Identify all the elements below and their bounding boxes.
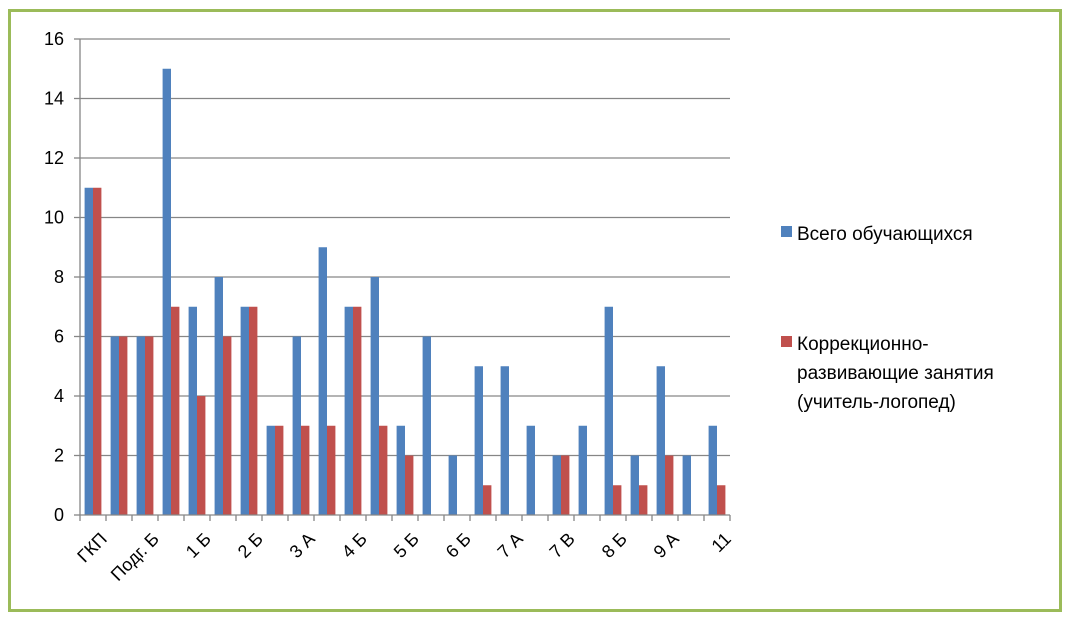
x-tick-label: 5 Б [390,529,423,562]
bar-total-13 [422,336,431,515]
y-tick-label: 12 [44,148,64,168]
bar-total-12 [396,425,405,515]
bar-correction-9 [327,425,336,515]
bar-correction-11 [379,425,388,515]
x-tick-label: ГКП [73,529,111,567]
bar-total-8 [292,336,301,515]
x-tick-label: 4 Б [338,529,371,562]
x-tick-label: 7 А [494,529,527,562]
y-tick-label: 4 [54,386,64,406]
y-axis-ticks: 0 2 4 6 8 10 12 14 16 [44,29,64,525]
bar-total-23 [682,455,691,515]
y-tick-label: 8 [54,267,64,287]
axes [74,38,731,521]
gridlines [80,38,730,457]
legend-swatch-0 [781,226,792,237]
bar-total-18 [552,455,561,515]
legend-label-1: (учитель-логопед) [797,392,956,413]
bar-total-1 [110,336,119,515]
bar-correction-21 [639,485,648,515]
x-tick-label: 11 [708,529,735,556]
x-tick-label: 1 Б [182,529,215,562]
y-tick-label: 14 [44,89,64,109]
y-tick-label: 0 [54,505,64,525]
bar-correction-24 [717,485,726,515]
legend-swatch-1 [781,336,792,347]
bar-total-9 [318,247,327,515]
bar-correction-20 [613,485,622,515]
bar-total-24 [708,425,717,515]
bar-total-22 [656,366,665,515]
bar-correction-2 [145,336,154,515]
bar-correction-10 [353,306,362,515]
bar-correction-15 [483,485,492,515]
bar-total-3 [162,68,171,515]
bar-correction-1 [119,336,128,515]
bar-correction-7 [275,425,284,515]
bars [84,68,726,515]
bar-correction-22 [665,455,674,515]
legend-label-1: Коррекционно- [797,334,929,355]
x-tick-label: Подг. Б [107,529,163,585]
bar-total-19 [578,425,587,515]
legend: Всего обучающихся Коррекционно-развивающи… [781,224,994,413]
bar-correction-4 [197,396,206,515]
bar-correction-8 [301,425,310,515]
x-tick-label: 2 Б [234,529,267,562]
bar-correction-0 [93,187,102,515]
bar-total-5 [214,277,223,515]
bar-total-2 [136,336,145,515]
bar-total-4 [188,306,197,515]
bar-total-20 [604,306,613,515]
x-tick-label: 3 А [286,529,319,562]
x-tick-label: 8 Б [598,529,631,562]
bar-total-16 [500,366,509,515]
legend-label-1: развивающие занятия [797,363,994,384]
bar-total-14 [448,455,457,515]
bar-total-17 [526,425,535,515]
bar-total-15 [474,366,483,515]
bar-total-0 [84,187,93,515]
x-tick-label: 9 А [650,529,683,562]
bar-correction-5 [223,336,232,515]
bar-total-7 [266,425,275,515]
x-tick-label: 6 Б [442,529,475,562]
bar-total-21 [630,455,639,515]
bar-total-11 [370,277,379,515]
bar-correction-12 [405,455,414,515]
y-tick-label: 6 [54,327,64,347]
bar-total-10 [344,306,353,515]
bar-correction-3 [171,306,180,515]
y-tick-label: 10 [44,208,64,228]
legend-label-0: Всего обучающихся [797,224,973,245]
x-tick-label: 7 В [546,529,579,562]
y-tick-label: 2 [54,446,64,466]
bar-total-6 [240,306,249,515]
y-tick-label: 16 [44,29,64,49]
bar-correction-18 [561,455,570,515]
bar-correction-6 [249,306,258,515]
